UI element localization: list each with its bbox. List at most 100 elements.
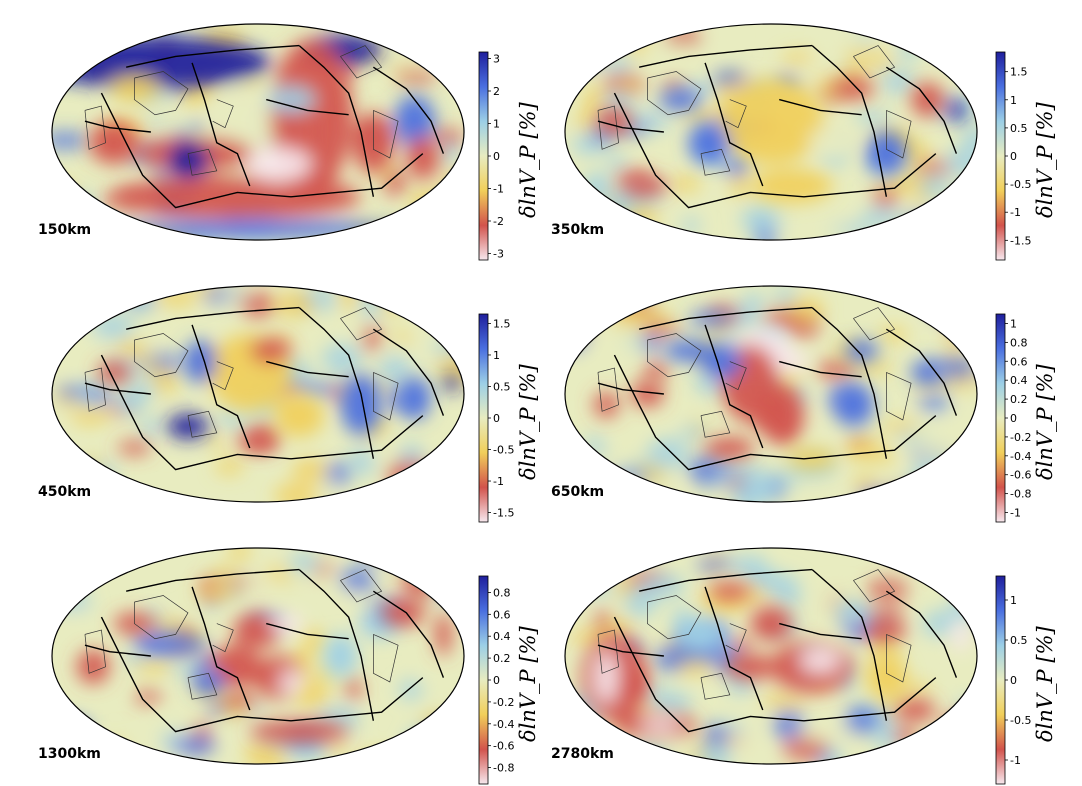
colorbar-title: δlnV_P [%] — [1033, 364, 1057, 480]
anomaly-blob — [832, 78, 874, 100]
anomaly-blob — [274, 394, 324, 438]
anomaly-blobs — [97, 333, 460, 455]
depth-label: 650km — [551, 484, 605, 500]
coastline — [373, 634, 399, 683]
anomaly-blob — [278, 671, 304, 693]
colorbar-tick-label: -1 — [493, 475, 504, 488]
coastline — [340, 307, 383, 341]
colorbar-tick-label: -1 — [1010, 206, 1021, 219]
map-outline — [564, 23, 978, 241]
colorbar: 1 0.5 0 -0.5 -1 — [995, 575, 1031, 785]
anomaly-blob — [249, 720, 349, 743]
anomaly-blobs — [597, 71, 965, 204]
colorbar: 1.5 1 0.5 0 -0.5 -1 -1.5 — [995, 51, 1031, 261]
coastline — [212, 623, 234, 653]
coastline — [84, 105, 106, 150]
anomaly-blob — [233, 612, 283, 648]
plate-boundaries — [597, 568, 958, 733]
colorbar-gradient — [478, 51, 489, 261]
anomaly-blob — [593, 391, 619, 418]
coastline — [84, 367, 106, 412]
coastline — [134, 595, 189, 640]
anomaly-blob — [952, 617, 969, 652]
plate-boundary — [100, 354, 424, 471]
plate-boundary — [811, 307, 888, 459]
anomaly-blob — [845, 340, 879, 362]
colorbar-gradient — [995, 51, 1006, 261]
colorbar-tick-label: -0.4 — [493, 718, 514, 731]
coastline — [597, 629, 619, 674]
coastline — [700, 148, 731, 176]
plate-boundary — [597, 644, 664, 657]
colorbar-tick-label: 0.5 — [1010, 634, 1028, 647]
plate-boundary — [779, 360, 862, 378]
colorbar-tick-label: 1 — [493, 118, 500, 131]
coastline — [886, 372, 912, 421]
coastlines — [84, 307, 399, 438]
plate-boundaries — [597, 306, 958, 471]
coastlines — [84, 45, 399, 176]
colorbar-tick-label: 0.6 — [493, 608, 511, 621]
colorbar-tick-label: -0.6 — [1010, 469, 1031, 482]
map-outline — [51, 285, 465, 503]
coastline — [212, 99, 234, 129]
anomaly-blob — [117, 441, 151, 455]
anomaly-blob — [630, 381, 664, 407]
anomaly-blob — [381, 599, 423, 626]
anomaly-blob — [245, 147, 312, 182]
anomaly-blob — [725, 653, 776, 680]
anomaly-blob — [688, 121, 730, 165]
coastline — [725, 99, 747, 129]
colorbar-tick-label: -0.6 — [493, 740, 514, 753]
plate-boundary — [126, 568, 300, 592]
anomaly-blob — [435, 612, 452, 656]
plate-boundary — [613, 616, 937, 733]
colorbar-tick-label: 0.4 — [1010, 374, 1028, 387]
coastline — [886, 634, 912, 683]
coastline — [647, 71, 702, 116]
colorbar-tick-label: -3 — [493, 248, 504, 261]
coastline — [647, 595, 702, 640]
colorbar-tick-label: -1.5 — [493, 507, 514, 520]
plate-boundaries — [84, 568, 445, 733]
colorbar-tick-label: 0.2 — [493, 652, 511, 665]
plate-boundary — [597, 120, 664, 133]
colorbar-tick-label: 0.8 — [1010, 336, 1028, 349]
coastlines — [597, 45, 912, 176]
coastline — [134, 71, 189, 116]
map-projection — [51, 23, 465, 241]
plate-boundary — [704, 324, 764, 449]
anomaly-blob — [709, 582, 751, 600]
plate-boundary — [885, 328, 958, 416]
plate-boundary — [266, 98, 349, 116]
plate-boundary — [639, 568, 813, 592]
anomaly-blobs — [76, 584, 452, 743]
plate-boundary — [811, 45, 888, 197]
plate-boundary — [811, 569, 888, 721]
panel-650km: 1 0.8 0.6 0.4 0.2 0 -0.2 -0.4 -0.6 -0.8 -1 δlnV_P [… — [515, 262, 1057, 524]
coastline — [647, 333, 702, 378]
coastline — [187, 672, 218, 700]
colorbar-tick-label: 1 — [1010, 94, 1017, 107]
anomaly-blob — [266, 86, 316, 113]
panel-350km: 1.5 1 0.5 0 -0.5 -1 -1.5 δlnV_P [%] 350km — [515, 0, 1057, 262]
anomaly-blob — [212, 645, 263, 689]
plate-boundaries — [597, 44, 958, 209]
map-outline — [51, 547, 465, 765]
panel-150km: 3 2 1 0 -1 -2 -3 δlnV_P [%] 150km — [0, 0, 541, 262]
colorbar-tick-label: 0 — [1010, 412, 1017, 425]
anomaly-blob — [142, 636, 209, 654]
map-outline — [564, 285, 978, 503]
anomaly-blob — [639, 718, 681, 732]
plate-boundary — [885, 66, 958, 154]
colorbar-tick-label: -1.5 — [1010, 234, 1031, 247]
plate-boundaries — [84, 44, 445, 209]
plate-boundary — [704, 586, 764, 711]
coastline — [134, 333, 189, 378]
plate-boundary — [84, 120, 151, 133]
anomaly-blob — [97, 361, 131, 384]
map-projection — [564, 285, 978, 503]
anomaly-blob — [787, 448, 837, 470]
map-outline — [51, 23, 465, 241]
plate-boundary — [191, 324, 251, 449]
